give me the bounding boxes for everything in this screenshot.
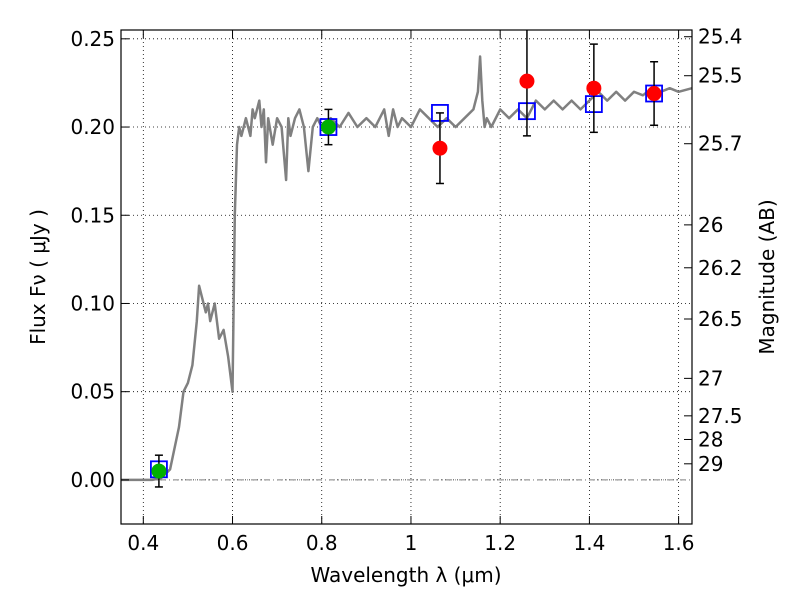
x-tick-label: 0.4 — [127, 531, 159, 555]
x-tick-label: 1.4 — [573, 531, 605, 555]
observed-optical-point — [320, 119, 336, 135]
y2-tick-label: 25.7 — [698, 132, 743, 156]
observed-nir-point — [432, 140, 448, 156]
x-tick-label: 1.2 — [484, 531, 516, 555]
y-tick-label: 0.15 — [70, 203, 115, 227]
plot-background — [121, 30, 692, 524]
y2-tick-label: 26.5 — [698, 307, 743, 331]
y2-tick-label: 26.2 — [698, 256, 743, 280]
y-tick-label: 0.00 — [70, 468, 115, 492]
y2-tick-label: 27.5 — [698, 404, 743, 428]
axis-ticks — [121, 30, 692, 524]
observed-nir-point — [519, 73, 535, 89]
y2-tick-label: 25.4 — [698, 25, 743, 49]
x-tick-label: 0.8 — [306, 531, 338, 555]
y2-tick-label: 29 — [698, 452, 723, 476]
x-tick-label: 0.6 — [217, 531, 249, 555]
y2-tick-label: 28 — [698, 427, 723, 451]
x-tick-label: 1 — [405, 531, 418, 555]
y-tick-label: 0.25 — [70, 27, 115, 51]
y2-tick-label: 27 — [698, 366, 723, 390]
y-tick-label: 0.05 — [70, 380, 115, 404]
plot-frame — [120, 29, 693, 525]
y2-tick-label: 26 — [698, 213, 723, 237]
observed-optical-point — [151, 463, 167, 479]
observed-nir-point — [646, 86, 662, 102]
x-tick-label: 1.6 — [663, 531, 695, 555]
y-tick-label: 0.10 — [70, 291, 115, 315]
tick-labels: 0.4 0.6 0.8 1 1.2 1.4 1.6 0.00 0.05 0.10 0.15 0.20 0… — [70, 25, 742, 555]
x-axis-title: Wavelength λ (μm) — [310, 563, 501, 587]
data-markers — [150, 30, 663, 488]
y-axis-title: Flux Fν ( μJy ) — [26, 209, 50, 345]
y2-axis-title: Magnitude (AB) — [755, 199, 779, 354]
observed-nir-point — [586, 80, 602, 96]
y2-tick-label: 25.5 — [698, 64, 743, 88]
y-tick-label: 0.20 — [70, 115, 115, 139]
